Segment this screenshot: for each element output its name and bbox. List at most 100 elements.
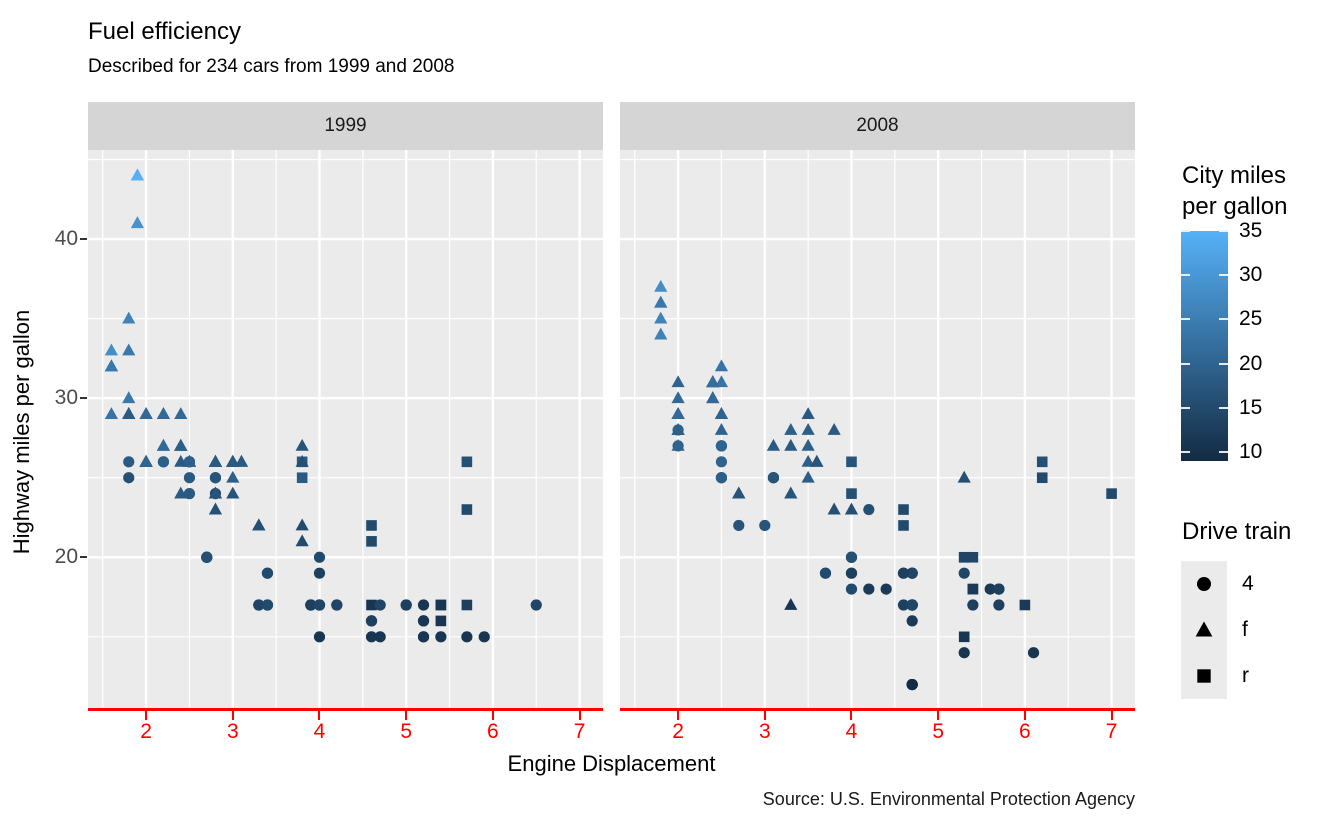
x-tick-label: 4	[313, 720, 326, 743]
x-axis-title: Engine Displacement	[507, 751, 716, 776]
data-point	[958, 567, 970, 579]
facet-strip-label-2008: 2008	[856, 115, 899, 136]
data-point	[313, 631, 326, 643]
data-point	[234, 454, 249, 467]
caption: Source: U.S. Environmental Protection Ag…	[762, 789, 1135, 809]
x-tick-mark	[491, 711, 494, 720]
color-legend-title: City miles per gallon	[1182, 160, 1287, 222]
color-legend-tick-mark	[1181, 451, 1190, 454]
color-legend-tick-mark	[1181, 362, 1190, 365]
data-point	[123, 456, 135, 468]
color-legend-tick-mark	[1219, 362, 1228, 365]
x-tick-mark	[850, 711, 853, 720]
chart-title: Fuel efficiency	[88, 18, 241, 45]
data-point	[784, 438, 798, 451]
data-point	[417, 599, 430, 611]
data-point	[365, 615, 378, 627]
data-point	[766, 438, 781, 451]
data-point	[906, 567, 918, 579]
data-point	[654, 295, 668, 308]
shape-legend-label-f: f	[1242, 618, 1248, 641]
y-axis-title: Highway miles per gallon	[9, 309, 34, 555]
data-point	[130, 216, 145, 229]
data-point	[139, 407, 153, 419]
data-point	[313, 567, 326, 579]
data-point	[733, 519, 745, 532]
data-point	[767, 472, 780, 484]
data-point	[208, 454, 223, 467]
data-point	[313, 551, 326, 563]
data-point	[174, 438, 188, 451]
data-point	[461, 631, 473, 643]
data-point	[801, 470, 815, 483]
color-legend-tick-mark	[1181, 406, 1190, 409]
data-point	[801, 454, 815, 467]
data-point	[374, 631, 386, 643]
data-point	[897, 567, 910, 579]
data-point	[208, 486, 223, 499]
data-point	[226, 486, 240, 499]
x-tick-mark	[318, 711, 321, 720]
data-point	[374, 599, 386, 611]
data-point	[157, 456, 170, 468]
triangle-icon	[1195, 621, 1213, 637]
data-point	[261, 599, 274, 611]
data-point	[104, 343, 119, 356]
data-point	[654, 327, 668, 340]
x-tick-mark	[578, 711, 581, 720]
x-axis-line-1999	[88, 708, 603, 711]
data-point	[714, 407, 729, 419]
data-point	[366, 536, 377, 547]
shape-legend-label-4: 4	[1242, 572, 1254, 595]
data-point	[898, 504, 909, 515]
x-tick-label: 2	[140, 720, 152, 743]
data-point	[784, 598, 798, 610]
data-point	[478, 631, 490, 643]
shape-legend-label-r: r	[1242, 664, 1249, 687]
panel-2008	[620, 150, 1135, 710]
x-tick-mark	[231, 711, 234, 720]
x-tick-mark	[405, 711, 408, 720]
y-tick-mark	[80, 556, 87, 559]
facet-strip-label-1999: 1999	[324, 115, 367, 136]
data-point	[801, 423, 815, 435]
data-point	[156, 438, 171, 451]
x-tick-label: 5	[400, 720, 413, 743]
data-point	[671, 423, 685, 435]
x-tick-label: 6	[1019, 720, 1031, 743]
data-point	[671, 391, 685, 404]
data-point	[714, 359, 729, 372]
x-tick-label: 3	[758, 720, 771, 743]
data-point	[201, 551, 213, 563]
y-tick-label: 30	[54, 386, 78, 410]
data-point	[967, 599, 979, 611]
shape-legend-key-r	[1181, 653, 1227, 699]
x-tick-mark	[145, 711, 148, 720]
data-point	[671, 407, 685, 419]
data-point	[156, 407, 171, 419]
data-point	[174, 454, 188, 467]
data-point	[863, 503, 875, 516]
data-point	[104, 407, 119, 419]
data-point	[122, 391, 136, 404]
y-tick-label: 40	[54, 227, 78, 251]
y-tick-mark	[80, 397, 87, 400]
color-legend-tick-label: 30	[1239, 263, 1263, 287]
data-point	[958, 647, 970, 659]
color-legend-tick-mark	[1181, 274, 1190, 277]
data-point	[714, 375, 729, 388]
data-point	[252, 518, 266, 531]
data-point	[801, 438, 815, 451]
data-point	[897, 599, 910, 611]
data-point	[784, 423, 798, 435]
facet-strip-2008: 2008	[620, 102, 1135, 150]
data-point	[801, 407, 815, 419]
data-point	[993, 583, 1005, 595]
data-point	[295, 454, 309, 467]
data-point	[706, 375, 720, 388]
data-point	[461, 456, 473, 468]
data-point	[715, 472, 728, 484]
data-point	[819, 567, 832, 579]
data-point	[253, 599, 265, 611]
